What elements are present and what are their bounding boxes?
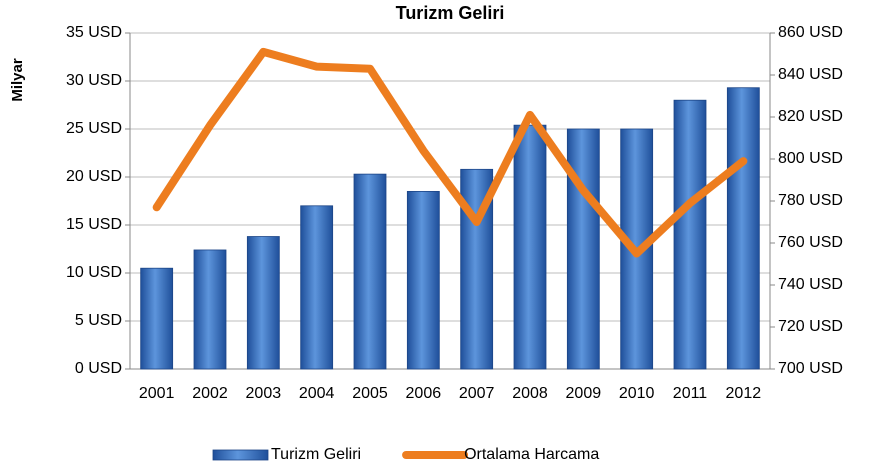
bar bbox=[566, 128, 600, 370]
y-tick-label: 30 USD bbox=[66, 72, 122, 89]
bar bbox=[726, 87, 760, 370]
x-tick-label: 2001 bbox=[139, 385, 175, 402]
bar bbox=[353, 173, 387, 370]
x-tick-label: 2002 bbox=[192, 385, 228, 402]
legend-label: Ortalama Harcama bbox=[464, 446, 599, 463]
y-tick-label: 0 USD bbox=[75, 360, 122, 377]
y-tick-label: 15 USD bbox=[66, 216, 122, 233]
line-series bbox=[152, 47, 748, 258]
x-tick-label: 2006 bbox=[406, 385, 442, 402]
y2-tick-label: 740 USD bbox=[778, 276, 843, 293]
bar bbox=[673, 99, 707, 370]
bar bbox=[193, 249, 227, 370]
y-tick-label: 20 USD bbox=[66, 168, 122, 185]
y2-tick-label: 800 USD bbox=[778, 150, 843, 167]
x-tick-label: 2010 bbox=[619, 385, 655, 402]
x-tick-label: 2008 bbox=[512, 385, 548, 402]
y-tick-label: 35 USD bbox=[66, 24, 122, 41]
y-axis-label: Milyar bbox=[9, 58, 26, 102]
x-tick-label: 2011 bbox=[673, 385, 708, 402]
bar bbox=[300, 205, 334, 370]
y2-tick-label: 860 USD bbox=[778, 24, 843, 41]
y2-tick-label: 820 USD bbox=[778, 108, 843, 125]
x-tick-label: 2009 bbox=[566, 385, 602, 402]
legend-swatch bbox=[212, 449, 269, 461]
x-tick-label: 2003 bbox=[246, 385, 282, 402]
y2-tick-label: 840 USD bbox=[778, 66, 843, 83]
bar bbox=[140, 267, 174, 370]
y2-tick-label: 720 USD bbox=[778, 318, 843, 335]
x-tick-label: 2012 bbox=[726, 385, 762, 402]
y-tick-label: 10 USD bbox=[66, 264, 122, 281]
x-tick-label: 2007 bbox=[459, 385, 495, 402]
y-tick-label: 25 USD bbox=[66, 120, 122, 137]
y-tick-label: 5 USD bbox=[75, 312, 122, 329]
x-tick-label: 2005 bbox=[352, 385, 388, 402]
bar bbox=[513, 124, 547, 370]
legend-label: Turizm Geliri bbox=[271, 446, 361, 463]
bar bbox=[406, 190, 440, 370]
x-tick-label: 2004 bbox=[299, 385, 335, 402]
y2-tick-label: 700 USD bbox=[778, 360, 843, 377]
y2-tick-label: 780 USD bbox=[778, 192, 843, 209]
bar bbox=[246, 236, 280, 370]
y2-tick-label: 760 USD bbox=[778, 234, 843, 251]
chart-title: Turizm Geliri bbox=[396, 3, 505, 23]
